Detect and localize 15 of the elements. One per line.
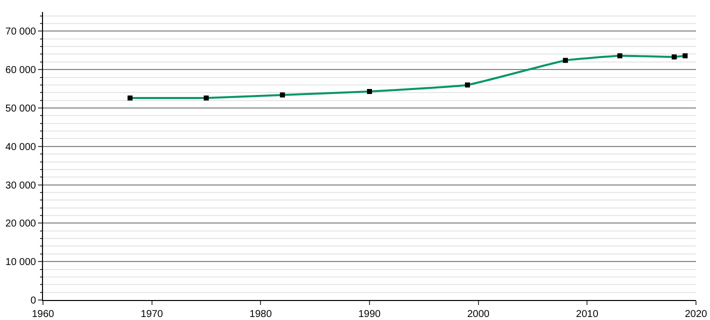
x-tick-label: 1990 bbox=[358, 309, 382, 320]
y-tick-label: 40 000 bbox=[5, 142, 36, 153]
y-tick-label: 70 000 bbox=[5, 26, 36, 38]
y-tick-label: 60 000 bbox=[5, 65, 36, 76]
y-tick-label: 20 000 bbox=[5, 218, 36, 230]
y-tick-label: 30 000 bbox=[5, 180, 36, 192]
y-tick-label: 10 000 bbox=[5, 257, 36, 268]
x-tick-label: 1970 bbox=[140, 309, 164, 320]
x-tick-label: 2000 bbox=[467, 309, 490, 320]
x-tick-label: 1980 bbox=[250, 309, 272, 320]
x-tick-label: 2010 bbox=[576, 309, 599, 320]
y-tick-label: 50 000 bbox=[5, 104, 36, 114]
y-tick-label: 0 bbox=[30, 296, 36, 306]
x-tick-label: 2020 bbox=[684, 309, 708, 320]
x-tick-label: 1960 bbox=[32, 309, 55, 320]
